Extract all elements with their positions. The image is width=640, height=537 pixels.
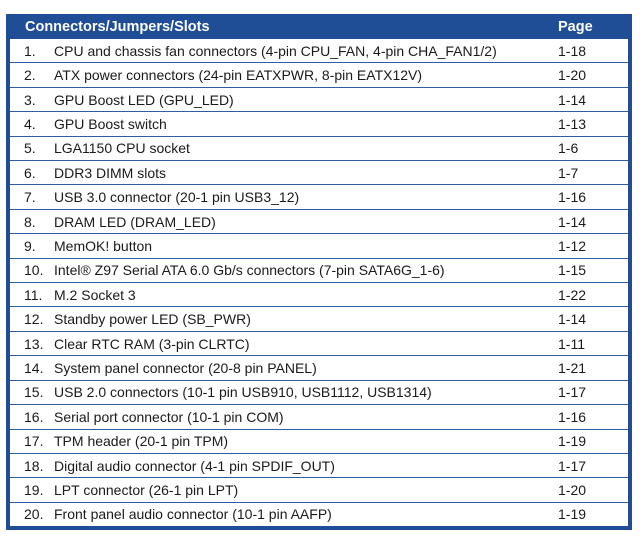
table-row: 9. MemOK! button 1-12 <box>10 234 628 259</box>
row-number: 7. <box>24 189 36 206</box>
table-row: 14. System panel connector (20-8 pin PANE… <box>10 356 628 381</box>
row-description: USB 3.0 connector (20-1 pin USB3_12) <box>54 189 300 206</box>
row-page: 1-12 <box>558 237 587 254</box>
table-row: 1. CPU and chassis fan connectors (4-pin … <box>10 39 628 64</box>
row-page: 1-20 <box>558 482 587 499</box>
row-number: 1. <box>24 42 36 59</box>
row-description: Digital audio connector (4-1 pin SPDIF_O… <box>54 457 335 474</box>
row-number: 17. <box>24 433 44 450</box>
table-row: 11. M.2 Socket 3 1-22 <box>10 283 628 308</box>
row-page: 1-14 <box>558 91 587 108</box>
table-row: 6. DDR3 DIMM slots 1-7 <box>10 161 628 186</box>
row-description: Serial port connector (10-1 pin COM) <box>54 408 284 425</box>
row-page: 1-6 <box>558 140 579 157</box>
row-page: 1-14 <box>558 213 587 230</box>
header-title: Connectors/Jumpers/Slots <box>25 18 210 35</box>
row-number: 8. <box>24 213 36 230</box>
row-description: GPU Boost switch <box>54 115 167 132</box>
row-description: LGA1150 CPU socket <box>54 140 190 157</box>
row-description: MemOK! button <box>54 237 153 254</box>
row-page: 1-16 <box>558 408 587 425</box>
row-number: 12. <box>24 311 44 328</box>
row-page: 1-22 <box>558 286 587 303</box>
row-number: 2. <box>24 67 36 84</box>
row-number: 4. <box>24 115 36 132</box>
row-description: CPU and chassis fan connectors (4-pin CP… <box>54 42 497 59</box>
row-page: 1-17 <box>558 457 587 474</box>
row-page: 1-16 <box>558 189 587 206</box>
row-page: 1-20 <box>558 67 587 84</box>
table-header: Connectors/Jumpers/Slots Page <box>10 14 628 39</box>
row-number: 14. <box>24 359 44 376</box>
row-number: 6. <box>24 164 36 181</box>
row-description: Standby power LED (SB_PWR) <box>54 311 251 328</box>
row-number: 19. <box>24 482 44 499</box>
table-row: 12. Standby power LED (SB_PWR) 1-14 <box>10 307 628 332</box>
table-row: 16. Serial port connector (10-1 pin COM) 1… <box>10 405 628 430</box>
connectors-table: Connectors/Jumpers/Slots Page 1. CPU and … <box>6 14 632 530</box>
row-description: GPU Boost LED (GPU_LED) <box>54 91 234 108</box>
row-number: 10. <box>24 262 44 279</box>
row-description: USB 2.0 connectors (10-1 pin USB910, USB… <box>54 384 432 401</box>
row-number: 13. <box>24 335 44 352</box>
table-row: 3. GPU Boost LED (GPU_LED) 1-14 <box>10 88 628 113</box>
row-page: 1-17 <box>558 384 587 401</box>
row-page: 1-21 <box>558 359 587 376</box>
row-page: 1-15 <box>558 262 587 279</box>
row-description: TPM header (20-1 pin TPM) <box>54 433 229 450</box>
table-row: 7. USB 3.0 connector (20-1 pin USB3_12) 1-… <box>10 185 628 210</box>
table-row: 5. LGA1150 CPU socket 1-6 <box>10 137 628 162</box>
row-description: Front panel audio connector (10-1 pin AA… <box>54 506 332 523</box>
row-number: 18. <box>24 457 44 474</box>
table-row: 20. Front panel audio connector (10-1 pin… <box>10 503 628 526</box>
table-row: 13. Clear RTC RAM (3-pin CLRTC) 1-11 <box>10 332 628 357</box>
row-number: 20. <box>24 506 44 523</box>
row-page: 1-14 <box>558 311 587 328</box>
table-row: 18. Digital audio connector (4-1 pin SPDI… <box>10 454 628 479</box>
table-row: 10. Intel® Z97 Serial ATA 6.0 Gb/s connec… <box>10 259 628 284</box>
row-description: DDR3 DIMM slots <box>54 164 167 181</box>
row-description: System panel connector (20-8 pin PANEL) <box>54 359 317 376</box>
row-page: 1-7 <box>558 164 579 181</box>
table-row: 17. TPM header (20-1 pin TPM) 1-19 <box>10 430 628 454</box>
row-number: 3. <box>24 91 36 108</box>
table-body: 1. CPU and chassis fan connectors (4-pin … <box>10 39 628 526</box>
table-row: 4. GPU Boost switch 1-13 <box>10 112 628 137</box>
row-page: 1-11 <box>558 335 585 352</box>
row-page: 1-19 <box>558 433 587 450</box>
row-description: Intel® Z97 Serial ATA 6.0 Gb/s connector… <box>54 262 445 279</box>
row-page: 1-18 <box>558 42 587 59</box>
row-number: 15. <box>24 384 44 401</box>
table-row: 15. USB 2.0 connectors (10-1 pin USB910, … <box>10 381 628 406</box>
header-page: Page <box>558 18 593 35</box>
row-description: LPT connector (26-1 pin LPT) <box>54 482 239 499</box>
row-page: 1-13 <box>558 115 587 132</box>
row-page: 1-19 <box>558 506 587 523</box>
row-number: 5. <box>24 140 36 157</box>
row-description: DRAM LED (DRAM_LED) <box>54 213 216 230</box>
row-description: M.2 Socket 3 <box>54 286 136 303</box>
row-description: ATX power connectors (24-pin EATXPWR, 8-… <box>54 67 423 84</box>
table-row: 8. DRAM LED (DRAM_LED) 1-14 <box>10 210 628 235</box>
table-row: 19. LPT connector (26-1 pin LPT) 1-20 <box>10 478 628 503</box>
table-row: 2. ATX power connectors (24-pin EATXPWR, … <box>10 63 628 88</box>
row-number: 9. <box>24 237 36 254</box>
row-number: 11. <box>24 286 43 303</box>
row-description: Clear RTC RAM (3-pin CLRTC) <box>54 335 250 352</box>
row-number: 16. <box>24 408 44 425</box>
